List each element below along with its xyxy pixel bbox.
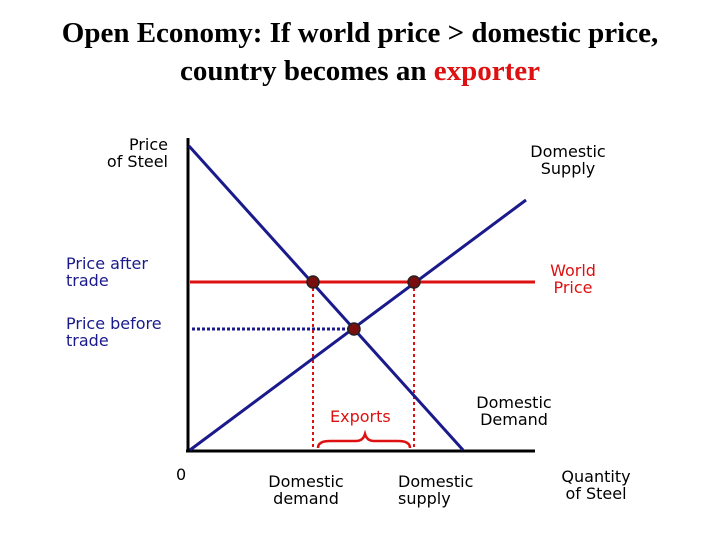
y-axis-label-line-1: Price (128, 135, 168, 154)
domestic-demand-label: Domestic Demand (468, 394, 560, 428)
origin-label: 0 (176, 465, 187, 484)
price-before-trade-label: Price before trade (66, 315, 162, 349)
exports-label: Exports (330, 407, 391, 426)
x-axis-label-line-2: of Steel (565, 484, 627, 503)
x-axis-label: Quantity of Steel (552, 468, 640, 502)
domestic-supply-quantity-label-line-2: supply (398, 489, 451, 508)
domestic-supply-label: Domestic Supply (522, 143, 614, 177)
domestic-demand-quantity-label-line-2: demand (273, 489, 339, 508)
x-axis-label-line-1: Quantity (561, 467, 631, 486)
domestic-supply-quantity-label-line-1: Domestic (398, 472, 474, 491)
world-price-label-line-1: World (550, 261, 596, 280)
domestic-demand-label-line-1: Domestic (476, 393, 552, 412)
exports-brace (316, 429, 412, 449)
price-after-trade-label-line-1: Price after (66, 254, 148, 273)
title-line-2-prefix: country becomes an (179, 55, 434, 87)
world-price-label: World Price (536, 262, 610, 296)
y-axis-label-line-2: of Steel (106, 152, 168, 171)
price-after-trade-label-line-2: trade (66, 271, 109, 290)
domestic-demand-quantity-label-line-1: Domestic (268, 472, 344, 491)
domestic-demand-curve (187, 144, 465, 452)
domestic-demand-quantity-label: Domestic demand (256, 473, 356, 507)
demand-at-world-price-point (306, 275, 320, 289)
world-price-label-line-2: Price (553, 278, 593, 297)
y-axis-label: Price of Steel (92, 136, 168, 170)
title-line-2: country becomes an exporter (0, 52, 720, 90)
supply-at-world-price-point (407, 275, 421, 289)
domestic-equilibrium-point (347, 322, 361, 336)
price-before-trade-label-line-2: trade (66, 331, 109, 350)
price-after-trade-label: Price after trade (66, 255, 148, 289)
domestic-supply-label-line-1: Domestic (530, 142, 606, 161)
domestic-supply-quantity-label: Domestic supply (398, 473, 473, 507)
title-line-1: Open Economy: If world price > domestic … (61, 17, 659, 49)
slide-title: Open Economy: If world price > domestic … (0, 14, 720, 90)
domestic-supply-label-line-2: Supply (540, 159, 596, 178)
title-highlight-exporter: exporter (433, 55, 540, 87)
domestic-demand-label-line-2: Demand (480, 410, 548, 429)
price-before-trade-label-line-1: Price before (66, 314, 162, 333)
